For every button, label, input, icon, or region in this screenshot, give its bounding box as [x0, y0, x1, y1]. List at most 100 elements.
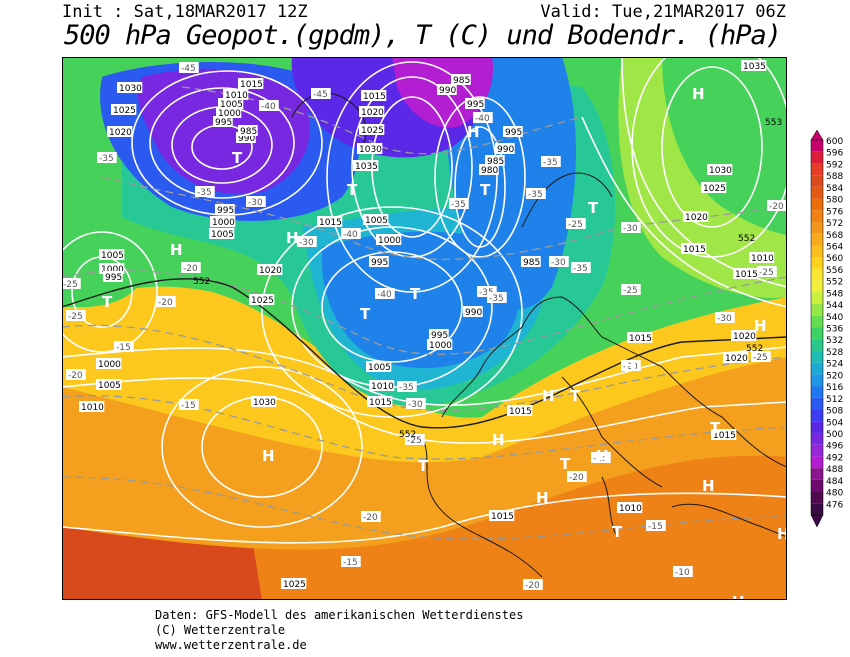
isotherm-label-text: -15 — [181, 401, 196, 411]
isotherm-label-text: -35 — [479, 288, 494, 298]
footer-website[interactable]: www.wetterzentrale.de — [155, 638, 307, 652]
isobar-label: 1015 — [367, 396, 393, 408]
isobar-label-text: 1020 — [733, 332, 756, 342]
colorbar-level-label: 524 — [826, 360, 843, 370]
isobar-label-text: 1005 — [220, 100, 243, 110]
low-pressure-center: T — [710, 419, 721, 437]
isotherm-label-text: -35 — [197, 188, 212, 198]
isobar-label-text: 1015 — [629, 334, 652, 344]
thickness-label-text: 552 — [746, 344, 763, 354]
high-pressure-center: H — [542, 387, 555, 405]
isobar-label-text: 1005 — [101, 251, 124, 261]
isobar-label-text: 995 — [105, 273, 122, 283]
colorbar-level-label: 532 — [826, 336, 843, 346]
coastlines — [291, 92, 787, 578]
isobar-label: 1015 — [361, 90, 387, 102]
isobar-label-text: 1025 — [283, 580, 306, 590]
colorbar-level-label: 496 — [826, 442, 843, 452]
colorbar-swatch — [811, 198, 823, 211]
colorbar-level-label: 500 — [826, 430, 843, 440]
isotherm-label: -35 — [97, 152, 117, 164]
isobar-label: 1030 — [357, 143, 383, 155]
isobar-label-text: 1005 — [98, 381, 121, 391]
isobar-label: 1005 — [96, 379, 122, 391]
isotherm-label-text: -10 — [675, 568, 690, 578]
isotherm-label: -20 — [567, 471, 587, 483]
isotherm-label-text: -25 — [623, 286, 638, 296]
colorbar-swatch — [811, 386, 823, 398]
isobar-label: 1030 — [117, 82, 143, 94]
colorbar-swatch — [811, 421, 823, 433]
isotherm-label-text: -15 — [116, 343, 131, 353]
isotherm-label-text: -30 — [408, 400, 423, 410]
isobar-label-text: 1035 — [743, 62, 766, 72]
isobar-label: 1020 — [359, 106, 385, 118]
colorbar-swatch — [811, 175, 823, 187]
low-pressure-center: T — [612, 523, 623, 541]
isotherm-label-text: -35 — [528, 190, 543, 200]
isotherm-label: -30 — [246, 196, 266, 208]
isobar-label: 1000 — [99, 263, 125, 275]
isotherm-label: -25 — [62, 278, 81, 290]
isotherm-label-text: -20 — [68, 371, 83, 381]
isobar-label: 1025 — [359, 124, 385, 136]
isobar-label-text: 1010 — [225, 91, 248, 101]
isobar-label: 985 — [451, 74, 471, 86]
isotherm-label: -20 — [156, 296, 176, 308]
isotherm-label-text: -20 — [525, 581, 540, 591]
isobar-label: 990 — [437, 84, 457, 96]
footer: Daten: GFS-Modell des amerikanischen Wet… — [155, 608, 523, 653]
colorbar-swatch — [811, 409, 823, 422]
colorbar-swatch — [811, 222, 823, 234]
isobar-label: 990 — [236, 132, 256, 144]
isotherm-label-text: -30 — [623, 224, 638, 234]
isobar-label-text: 1000 — [218, 109, 241, 119]
footer-copyright: (C) Wetterzentrale — [155, 623, 286, 637]
isobar-label-text: 1000 — [98, 360, 121, 370]
colorbar-swatch — [811, 479, 823, 492]
isobar-label: 1030 — [707, 164, 733, 176]
isobar-label: 995 — [103, 271, 123, 283]
low-pressure-center: T — [360, 305, 371, 323]
colorbar-level-label: 480 — [826, 489, 843, 499]
isobar-label-text: 1030 — [119, 84, 142, 94]
high-pressure-center: H — [492, 431, 505, 449]
isobar-label: 995 — [429, 329, 449, 341]
isotherm-label-text: -20 — [363, 513, 378, 523]
colorbar-level-label: 556 — [826, 266, 843, 276]
isotherm-label: -30 — [715, 312, 735, 324]
colorbar-swatch — [811, 339, 823, 351]
high-pressure-center: H — [596, 447, 609, 465]
isobar-label: 1000 — [427, 339, 453, 351]
isotherm-label: -20 — [621, 360, 641, 372]
colorbar-swatch — [811, 491, 823, 504]
isobar-label: 1035 — [353, 160, 379, 172]
isobar-label-text: 1020 — [725, 354, 748, 364]
isobar-label-text: 1000 — [378, 236, 401, 246]
thickness-label: 552 — [746, 344, 763, 354]
high-pressure-center: H — [262, 447, 275, 465]
isobar-label-text: 1000 — [101, 265, 124, 275]
colorbar-level-label: 516 — [826, 383, 843, 393]
colorbar-level-label: 508 — [826, 407, 843, 417]
isobar-label: 1010 — [223, 89, 249, 101]
thickness-label: 552 — [193, 277, 210, 287]
isobar-label-text: 1025 — [113, 106, 136, 116]
high-pressure-center: H — [286, 229, 299, 247]
colorbar-level-label: 580 — [826, 196, 843, 206]
isotherm-label-text: -25 — [407, 436, 422, 446]
field-lightgreen-ne — [618, 57, 787, 298]
isotherm-label: -35 — [541, 156, 561, 168]
isobar-label-text: 1030 — [359, 145, 382, 155]
isotherm-label: -35 — [449, 198, 469, 210]
isotherm-label: -15 — [591, 452, 611, 464]
isobar-label-text: 1015 — [319, 218, 342, 228]
isobar-label: 1015 — [711, 429, 737, 441]
temperature-label-layer: -45-40-35-35-30-45-40-30-35-40-35-35-25-… — [62, 62, 787, 591]
isobar-label-text: 990 — [497, 145, 514, 155]
isobar-label-text: 1010 — [619, 504, 642, 514]
colorbar-level-label: 596 — [826, 149, 843, 159]
colorbar-swatch — [811, 140, 823, 152]
isotherm-label-text: -30 — [299, 238, 314, 248]
isobar-label-text: 1020 — [361, 108, 384, 118]
